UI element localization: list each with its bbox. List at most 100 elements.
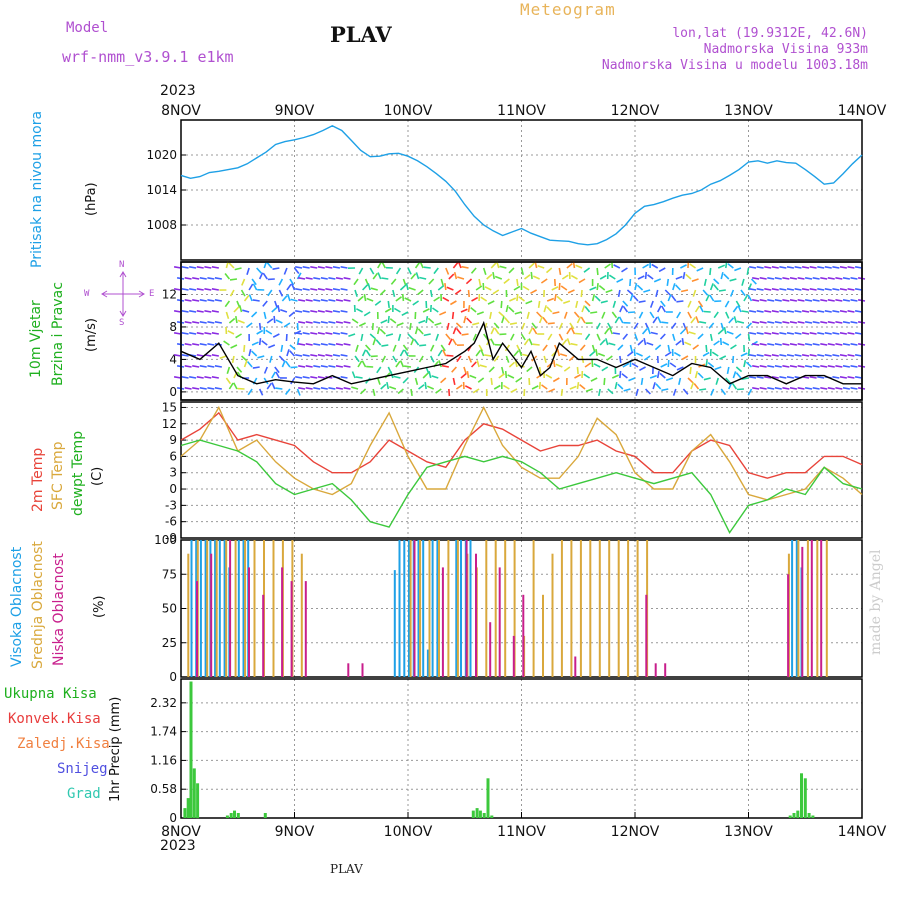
wind-arrow <box>302 354 310 357</box>
wind-arrow <box>366 297 374 302</box>
precip-bar-total <box>186 798 190 818</box>
wind-arrow <box>749 288 757 291</box>
wind-arrow <box>410 273 417 280</box>
wind-arrow <box>402 377 409 384</box>
wind-arrow <box>537 300 541 309</box>
wind-arrow <box>472 333 477 341</box>
wind-arrow <box>509 322 518 325</box>
wind-arrow <box>820 299 828 302</box>
wind-arrow <box>621 267 628 273</box>
wind-arrow <box>375 339 382 346</box>
wind-arrow <box>328 387 336 390</box>
wind-arrow <box>248 294 253 302</box>
wind-arrow <box>256 329 264 335</box>
wind-arrow <box>820 387 828 390</box>
wind-arrow <box>737 305 742 313</box>
wind-arrow <box>268 344 276 349</box>
precip-snow-label: Snijeg <box>57 761 108 777</box>
wind-arrow <box>317 266 325 269</box>
wind-arrow <box>290 283 296 291</box>
wind-arrow <box>520 333 526 341</box>
wind-arrow <box>181 288 189 291</box>
wind-arrow <box>640 377 644 386</box>
wind-arrow <box>492 271 496 280</box>
wind-arrow <box>490 377 493 385</box>
wind-arrow <box>372 272 379 280</box>
wind-arrow <box>563 311 568 319</box>
wind-arrow <box>199 343 207 346</box>
wind-arrow <box>782 365 790 368</box>
y-tick-label: 0 <box>169 811 177 825</box>
wind-arrow <box>196 376 204 379</box>
wind-arrow <box>601 311 606 319</box>
wind-arrow <box>207 299 215 302</box>
wind-arrow <box>313 299 321 302</box>
wind-arrow <box>237 319 245 324</box>
wind-arrow <box>252 366 260 369</box>
x-tick-label-bottom: 9NOV <box>275 824 315 840</box>
wind-arrow <box>749 266 757 269</box>
wind-arrow <box>642 263 650 269</box>
wind-arrow <box>563 300 571 304</box>
wind-arrow <box>556 295 563 302</box>
wind-arrow <box>470 361 477 368</box>
model-label: Model <box>66 20 109 36</box>
wind-arrow <box>380 319 388 324</box>
wind-arrow <box>594 295 601 302</box>
wind-arrow <box>273 315 276 324</box>
cloud-bar-low <box>290 581 293 677</box>
wind-arrow <box>724 300 730 308</box>
y-tick-label: -9 <box>165 531 177 545</box>
wind-arrow <box>369 267 375 275</box>
wind-arrow <box>437 284 445 291</box>
wind-arrow <box>553 293 557 302</box>
wind-arrow <box>204 266 212 269</box>
wind-arrow <box>325 354 333 357</box>
wind-arrow <box>749 354 757 357</box>
wind-arrow <box>192 277 200 280</box>
wind-arrow <box>809 288 817 291</box>
wind-arrow <box>456 355 462 363</box>
wind-arrow <box>632 295 639 302</box>
wind-arrow <box>271 382 276 390</box>
wind-arrow <box>756 332 764 335</box>
wind-arrow <box>764 288 772 291</box>
wind-arrow <box>812 365 820 368</box>
wind-arrow <box>608 327 614 335</box>
precip-bar-total <box>788 815 792 818</box>
wind-arrow <box>181 376 189 379</box>
wind-arrow <box>407 267 412 275</box>
wind-arrow <box>713 284 719 291</box>
wind-arrow <box>343 387 351 390</box>
wind-arrow <box>530 271 533 280</box>
wind-arrow <box>173 354 182 357</box>
wind-arrow <box>854 310 863 313</box>
wind-arrow <box>214 387 222 390</box>
wind-arrow <box>532 343 540 346</box>
wind-arrow <box>817 288 825 291</box>
wind-arrow <box>667 344 671 353</box>
cloud-bar-high <box>431 540 434 677</box>
wind-arrow <box>295 266 303 269</box>
wind-arrow <box>546 297 555 302</box>
wind-arrow <box>358 267 364 275</box>
wind-arrow <box>428 371 432 379</box>
wind-arrow <box>189 288 197 291</box>
cloud-bar-low <box>210 553 213 677</box>
wind-arrow <box>692 289 697 297</box>
wind-arrow <box>607 322 612 330</box>
wind-arrow <box>363 293 367 302</box>
y-tick-label: 1.16 <box>150 753 177 767</box>
y-tick-label: 0 <box>169 482 177 496</box>
wind-arrow <box>439 311 447 316</box>
wind-arrow <box>715 377 719 385</box>
wind-arrow <box>340 354 348 357</box>
wind-arrow <box>362 284 368 291</box>
wind-arrow <box>417 328 424 335</box>
wind-arrow <box>328 365 336 368</box>
wind-arrow <box>747 333 751 342</box>
wind-arrow <box>404 297 412 302</box>
wind-arrow <box>711 351 719 357</box>
wind-arrow <box>340 332 348 335</box>
wind-arrow <box>797 299 805 302</box>
